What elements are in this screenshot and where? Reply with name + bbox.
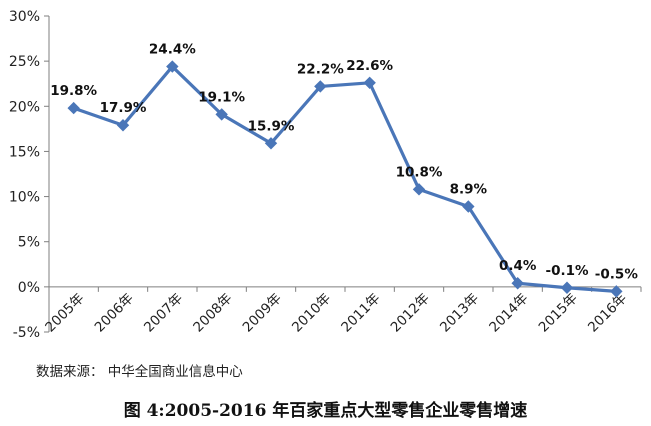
line-chart: -5% 0% 5% 10% 15% 20% 25% 30% 2005年 2006年 2007年 20…	[9, 9, 642, 341]
x-tick-label: 2012年	[388, 290, 433, 335]
y-tick-label: 10%	[9, 190, 40, 206]
data-label: 24.4%	[149, 42, 196, 58]
chart-title: 图 4:2005-2016 年百家重点大型零售企业零售增速	[123, 401, 528, 421]
x-tick-label: 2011年	[338, 290, 383, 335]
x-tick-label: 2009年	[240, 290, 285, 335]
x-tick-label: 2006年	[92, 290, 137, 335]
data-point	[610, 285, 623, 298]
data-point	[264, 137, 278, 150]
y-tick-label: 30%	[9, 9, 40, 25]
x-tick-label: 2013年	[437, 290, 482, 335]
data-label: 22.2%	[297, 61, 344, 77]
data-label: 19.8%	[50, 83, 97, 99]
y-tick-label: -5%	[13, 325, 40, 341]
x-tick-label: 2014年	[486, 290, 531, 335]
data-label: 17.9%	[100, 100, 147, 116]
y-tick-label: 25%	[9, 54, 40, 70]
x-tick-label: 2015年	[536, 290, 581, 335]
data-point	[363, 76, 376, 90]
data-label: 22.6%	[346, 58, 393, 74]
chart-source-note: 数据来源： 中华全国商业信息中心	[36, 364, 243, 380]
data-point	[412, 183, 426, 196]
x-tick-label: 2016年	[585, 290, 630, 335]
data-label: 10.8%	[396, 164, 443, 180]
data-label: 19.1%	[198, 89, 245, 105]
data-point	[560, 281, 574, 294]
series-growth	[67, 60, 623, 298]
y-tick-label: 20%	[9, 99, 40, 115]
y-tick-label: 15%	[9, 144, 40, 160]
y-axis: -5% 0% 5% 10% 15% 20% 25% 30%	[9, 9, 50, 341]
series-line	[73, 64, 617, 293]
data-point	[511, 277, 524, 290]
x-tick-label: 2010年	[289, 290, 334, 335]
y-tick-label: 5%	[18, 235, 40, 251]
data-point	[116, 119, 130, 132]
data-label: 15.9%	[248, 118, 295, 134]
data-label: -0.5%	[595, 266, 639, 282]
data-label: 8.9%	[450, 182, 488, 198]
x-axis: 2005年 2006年 2007年 2008年 2009年 2010年 2011年 2012年…	[42, 286, 642, 336]
data-point	[215, 108, 228, 121]
x-tick-label: 2007年	[141, 290, 186, 335]
data-point	[166, 60, 179, 73]
data-point	[462, 200, 475, 213]
x-tick-label: 2008年	[190, 290, 235, 335]
data-point	[67, 101, 80, 115]
data-label: 0.4%	[499, 258, 537, 274]
y-tick-label: 0%	[18, 280, 40, 296]
data-point	[314, 80, 327, 93]
data-label: -0.1%	[545, 263, 589, 279]
data-labels: 19.8%17.9% 24.4% 19.1%15.9% 22.2% 22.6% 10.8%…	[50, 42, 638, 283]
